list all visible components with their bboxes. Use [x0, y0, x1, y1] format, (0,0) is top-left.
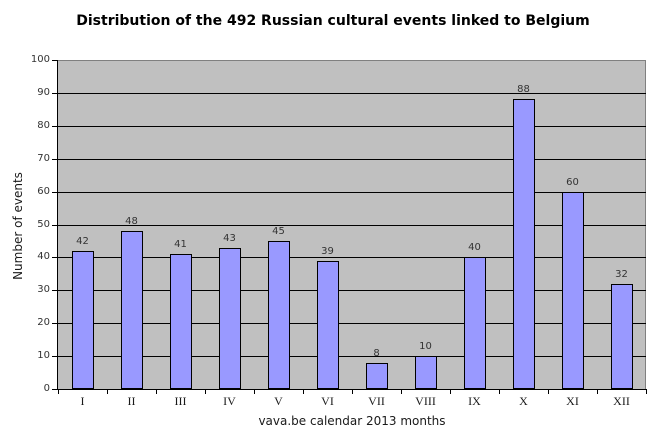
y-tick-label: 50: [37, 218, 50, 230]
y-tick-label: 0: [43, 383, 50, 394]
x-axis-line: [57, 389, 647, 390]
gridline: [58, 356, 646, 358]
y-axis-tick: [52, 92, 57, 94]
bar: [512, 99, 535, 389]
gridline: [58, 290, 646, 292]
y-tick-label: 90: [37, 86, 50, 98]
bar-value-label: 10: [419, 341, 432, 353]
x-tick-label: VIII: [415, 394, 436, 408]
bar-value-label: 39: [321, 245, 334, 257]
x-axis-tick: [107, 390, 108, 394]
y-tick-label: 40: [37, 251, 50, 263]
bar-value-label: 32: [615, 268, 628, 280]
plot-border-top: [58, 60, 646, 61]
x-tick-label: V: [274, 394, 283, 408]
plot-area: [58, 60, 646, 389]
gridline: [58, 257, 646, 259]
gridline: [58, 158, 646, 160]
gridline: [58, 224, 646, 226]
x-axis-tick: [548, 390, 549, 394]
bar: [267, 240, 290, 389]
gridline: [58, 323, 646, 325]
bar-value-label: 48: [125, 216, 138, 228]
bar: [316, 260, 339, 389]
x-axis-tick: [450, 390, 451, 394]
y-axis-tick: [52, 224, 57, 226]
bar: [218, 247, 241, 389]
x-tick-label: XII: [613, 394, 630, 408]
y-tick-label: 80: [37, 119, 50, 131]
bar-value-label: 42: [76, 235, 89, 247]
x-tick-label: VI: [321, 394, 334, 408]
y-tick-label: 100: [30, 54, 50, 65]
bar: [610, 283, 633, 389]
x-tick-label: I: [80, 394, 85, 408]
y-axis-tick: [52, 389, 57, 390]
bar: [414, 356, 437, 389]
x-axis-tick: [303, 390, 304, 394]
bar-value-label: 40: [468, 242, 481, 254]
gridline: [58, 92, 646, 94]
bar: [561, 191, 584, 389]
y-axis-line: [57, 60, 58, 390]
bar: [120, 231, 143, 389]
y-tick-label: 10: [37, 350, 50, 362]
y-axis-tick: [52, 60, 57, 61]
gridline: [58, 191, 646, 193]
x-tick-label: VII: [368, 394, 385, 408]
y-tick-label: 20: [37, 317, 50, 329]
x-tick-label: II: [127, 394, 136, 408]
x-axis-tick: [58, 390, 59, 394]
y-axis-tick: [52, 323, 57, 325]
bar-value-label: 45: [272, 225, 285, 237]
x-axis-tick: [646, 390, 647, 394]
y-axis-tick: [52, 356, 57, 358]
gridline: [58, 125, 646, 127]
bar: [463, 257, 486, 389]
y-tick-label: 30: [37, 284, 50, 296]
bar: [71, 250, 94, 389]
x-tick-label: IX: [468, 394, 481, 408]
bar-value-label: 8: [373, 347, 380, 359]
y-axis-tick: [52, 125, 57, 127]
y-axis-tick: [52, 257, 57, 259]
x-axis-tick: [499, 390, 500, 394]
bar-value-label: 43: [223, 232, 236, 244]
x-tick-label: X: [519, 394, 528, 408]
bar: [365, 362, 388, 389]
bar: [169, 254, 192, 389]
y-tick-label: 60: [37, 185, 50, 197]
x-axis-tick: [156, 390, 157, 394]
x-axis-title: vava.be calendar 2013 months: [258, 414, 446, 428]
x-axis-tick: [352, 390, 353, 394]
y-axis-tick: [52, 158, 57, 160]
bar-value-label: 60: [566, 176, 579, 188]
y-axis-tick: [52, 290, 57, 292]
bar-value-label: 41: [174, 239, 187, 251]
x-tick-label: IV: [223, 394, 236, 408]
y-tick-label: 70: [37, 152, 50, 164]
x-tick-label: XI: [566, 394, 579, 408]
x-axis-tick: [401, 390, 402, 394]
x-axis-tick: [597, 390, 598, 394]
x-axis-tick: [205, 390, 206, 394]
x-tick-label: III: [174, 394, 187, 408]
bar-value-label: 88: [517, 84, 530, 96]
y-axis-tick: [52, 191, 57, 193]
x-axis-tick: [254, 390, 255, 394]
chart-title: Distribution of the 492 Russian cultural…: [76, 13, 590, 29]
